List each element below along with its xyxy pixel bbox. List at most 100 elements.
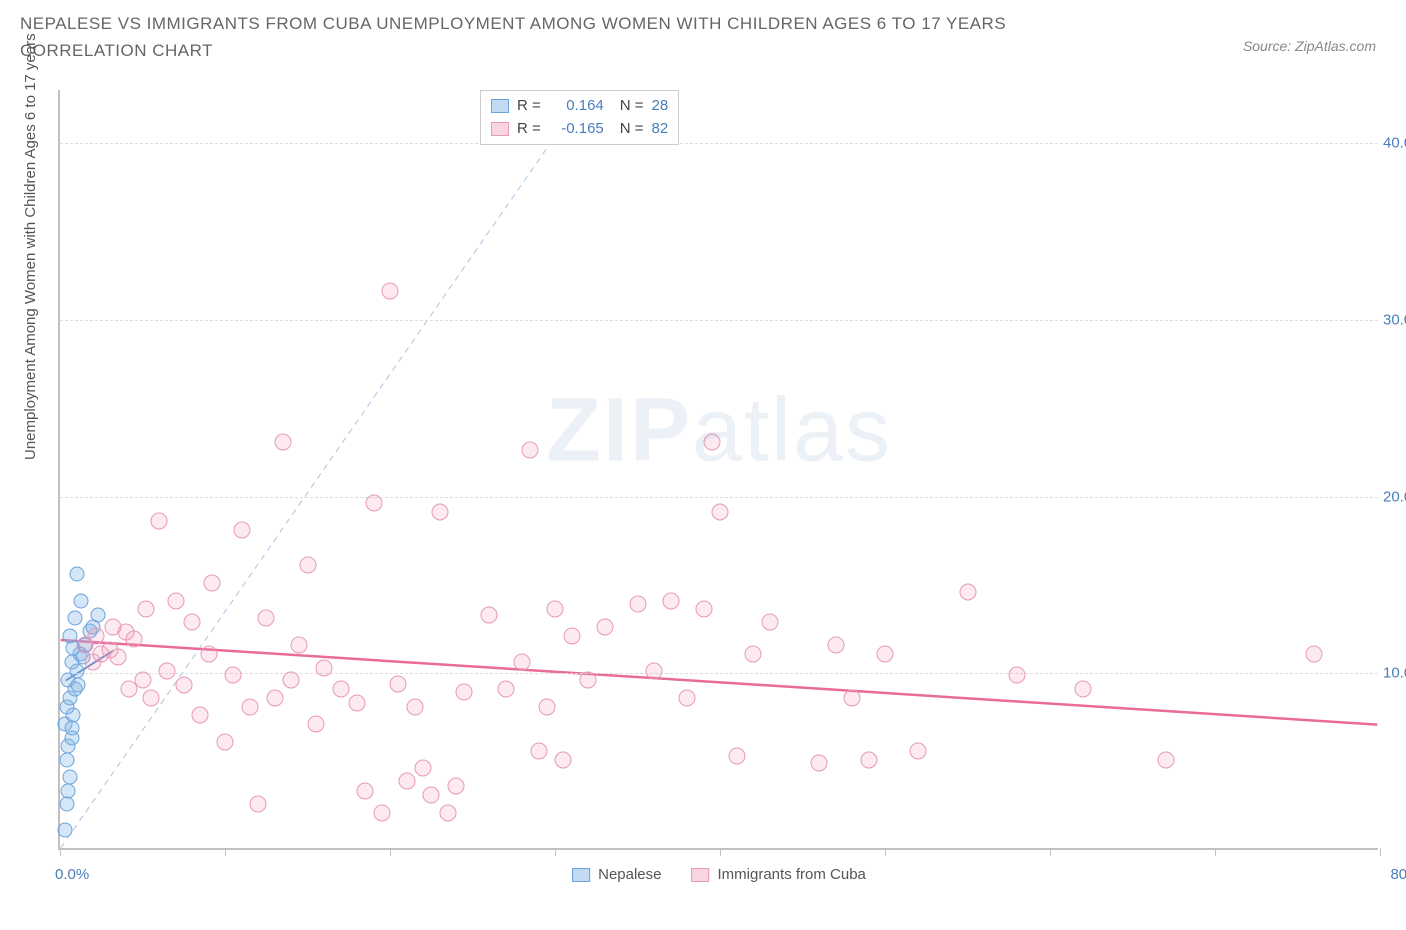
- x-tick: [390, 848, 391, 856]
- data-point: [679, 689, 696, 706]
- data-point: [415, 760, 432, 777]
- data-point: [61, 784, 76, 799]
- x-tick: [225, 848, 226, 856]
- data-point: [382, 283, 399, 300]
- source-citation: Source: ZipAtlas.com: [1243, 38, 1376, 54]
- data-point: [522, 442, 539, 459]
- data-point: [514, 654, 531, 671]
- data-point: [1075, 680, 1092, 697]
- correlation-legend: R = 0.164 N = 28 R = -0.165 N = 82: [480, 90, 679, 145]
- gridline: [60, 497, 1378, 498]
- data-point: [57, 823, 72, 838]
- data-point: [134, 672, 151, 689]
- legend-row-nepalese: R = 0.164 N = 28: [491, 95, 668, 118]
- legend-swatch-blue: [572, 868, 590, 882]
- gridline: [60, 673, 1378, 674]
- gridline: [60, 320, 1378, 321]
- data-point: [64, 720, 79, 735]
- data-point: [274, 433, 291, 450]
- data-point: [1009, 666, 1026, 683]
- y-tick-label: 40.0%: [1383, 135, 1406, 152]
- data-point: [728, 748, 745, 765]
- n-label: N =: [620, 95, 644, 118]
- data-point: [390, 675, 407, 692]
- y-axis-label: Unemployment Among Women with Children A…: [22, 33, 39, 460]
- y-tick-label: 10.0%: [1383, 665, 1406, 682]
- data-point: [1306, 645, 1323, 662]
- x-tick: [555, 848, 556, 856]
- data-point: [69, 567, 84, 582]
- data-point: [299, 557, 316, 574]
- x-tick: [1380, 848, 1381, 856]
- data-point: [481, 606, 498, 623]
- data-point: [538, 698, 555, 715]
- scatter-chart: ZIPatlas R = 0.164 N = 28 R = -0.165 N =…: [58, 90, 1378, 850]
- data-point: [192, 707, 209, 724]
- data-point: [910, 742, 927, 759]
- x-tick: [60, 848, 61, 856]
- data-point: [316, 659, 333, 676]
- data-point: [695, 601, 712, 618]
- r-label: R =: [517, 118, 541, 141]
- data-point: [200, 645, 217, 662]
- data-point: [555, 751, 572, 768]
- n-value: 82: [652, 118, 669, 141]
- legend-label: Immigrants from Cuba: [718, 866, 866, 883]
- data-point: [307, 716, 324, 733]
- data-point: [959, 583, 976, 600]
- x-tick: [720, 848, 721, 856]
- data-point: [448, 778, 465, 795]
- data-point: [1157, 751, 1174, 768]
- data-point: [291, 636, 308, 653]
- data-point: [137, 601, 154, 618]
- data-point: [497, 680, 514, 697]
- x-tick: [1050, 848, 1051, 856]
- legend-label: Nepalese: [598, 866, 661, 883]
- data-point: [646, 663, 663, 680]
- data-point: [90, 607, 105, 622]
- data-point: [431, 504, 448, 521]
- legend-swatch-blue: [491, 99, 509, 113]
- data-point: [398, 772, 415, 789]
- r-label: R =: [517, 95, 541, 118]
- data-point: [712, 504, 729, 521]
- data-point: [349, 695, 366, 712]
- data-point: [596, 619, 613, 636]
- data-point: [662, 592, 679, 609]
- data-point: [167, 592, 184, 609]
- data-point: [629, 596, 646, 613]
- gridline: [60, 143, 1378, 144]
- trend-lines-svg: [60, 90, 1378, 848]
- data-point: [217, 733, 234, 750]
- data-point: [142, 689, 159, 706]
- n-label: N =: [620, 118, 644, 141]
- data-point: [456, 684, 473, 701]
- data-point: [373, 804, 390, 821]
- data-point: [62, 770, 77, 785]
- data-point: [250, 795, 267, 812]
- data-point: [266, 689, 283, 706]
- data-point: [258, 610, 275, 627]
- data-point: [59, 752, 74, 767]
- data-point: [88, 627, 105, 644]
- data-point: [62, 628, 77, 643]
- data-point: [175, 677, 192, 694]
- data-point: [233, 521, 250, 538]
- data-point: [761, 613, 778, 630]
- r-value: 0.164: [549, 95, 604, 118]
- data-point: [159, 663, 176, 680]
- data-point: [283, 672, 300, 689]
- data-point: [547, 601, 564, 618]
- data-point: [126, 631, 143, 648]
- x-tick-label: 80.0%: [1390, 866, 1406, 883]
- x-tick: [885, 848, 886, 856]
- data-point: [423, 786, 440, 803]
- data-point: [563, 627, 580, 644]
- legend-item-nepalese: Nepalese: [572, 866, 661, 883]
- data-point: [365, 495, 382, 512]
- data-point: [151, 513, 168, 530]
- y-tick-label: 20.0%: [1383, 488, 1406, 505]
- legend-swatch-pink: [491, 122, 509, 136]
- x-tick-label: 0.0%: [55, 866, 89, 883]
- y-tick-label: 30.0%: [1383, 311, 1406, 328]
